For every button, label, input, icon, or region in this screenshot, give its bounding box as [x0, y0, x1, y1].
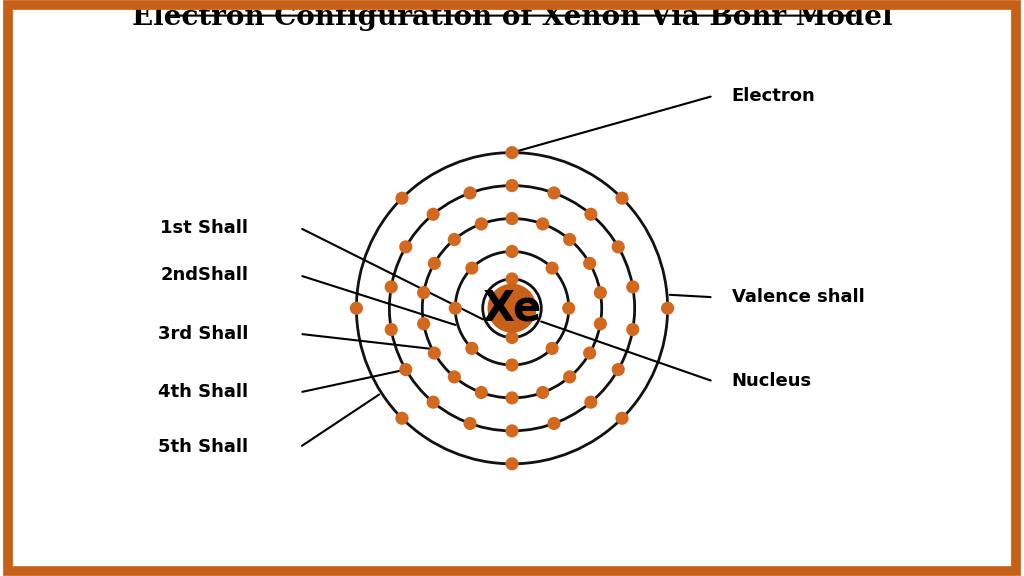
- Point: [416, 288, 432, 297]
- Point: [561, 372, 578, 381]
- Point: [383, 325, 399, 334]
- Point: [544, 263, 560, 272]
- Point: [504, 181, 520, 190]
- Point: [446, 235, 463, 244]
- Point: [462, 419, 478, 428]
- Point: [462, 188, 478, 198]
- Point: [613, 194, 630, 203]
- Text: 2ndShall: 2ndShall: [161, 266, 249, 285]
- Point: [426, 259, 442, 268]
- Point: [383, 282, 399, 291]
- Text: 4th Shall: 4th Shall: [159, 384, 249, 401]
- Point: [561, 235, 578, 244]
- Point: [610, 365, 627, 374]
- Point: [535, 388, 551, 397]
- Point: [416, 319, 432, 328]
- Point: [613, 414, 630, 423]
- Text: Valence shall: Valence shall: [732, 288, 864, 306]
- Point: [582, 259, 598, 268]
- Point: [446, 372, 463, 381]
- Point: [464, 263, 480, 272]
- Point: [659, 304, 676, 313]
- Point: [504, 148, 520, 157]
- Point: [504, 426, 520, 435]
- Point: [397, 365, 414, 374]
- Point: [504, 459, 520, 468]
- Point: [397, 242, 414, 252]
- Text: Xe: Xe: [482, 287, 542, 329]
- Point: [426, 348, 442, 358]
- Point: [610, 242, 627, 252]
- Circle shape: [488, 285, 536, 332]
- Text: 5th Shall: 5th Shall: [159, 438, 249, 456]
- Point: [473, 388, 489, 397]
- Point: [394, 194, 411, 203]
- Point: [592, 288, 608, 297]
- Title: Electron Configuration of Xenon Via Bohr Model: Electron Configuration of Xenon Via Bohr…: [132, 4, 892, 31]
- Text: Nucleus: Nucleus: [732, 373, 812, 391]
- Point: [348, 304, 365, 313]
- Point: [504, 393, 520, 403]
- Point: [583, 397, 599, 407]
- Point: [473, 219, 489, 229]
- Text: 1st Shall: 1st Shall: [161, 219, 249, 237]
- Point: [425, 210, 441, 219]
- Text: Electron: Electron: [732, 87, 815, 105]
- Point: [504, 214, 520, 223]
- Point: [546, 188, 562, 198]
- Point: [546, 419, 562, 428]
- Point: [560, 304, 577, 313]
- Point: [504, 247, 520, 256]
- Point: [464, 344, 480, 353]
- Point: [544, 344, 560, 353]
- Text: 3rd Shall: 3rd Shall: [158, 325, 249, 343]
- Point: [583, 210, 599, 219]
- Point: [582, 348, 598, 358]
- Point: [504, 333, 520, 342]
- Point: [425, 397, 441, 407]
- Point: [535, 219, 551, 229]
- Point: [625, 325, 641, 334]
- Point: [447, 304, 464, 313]
- Point: [394, 414, 411, 423]
- Point: [504, 361, 520, 370]
- Point: [592, 319, 608, 328]
- Point: [504, 274, 520, 283]
- Point: [625, 282, 641, 291]
